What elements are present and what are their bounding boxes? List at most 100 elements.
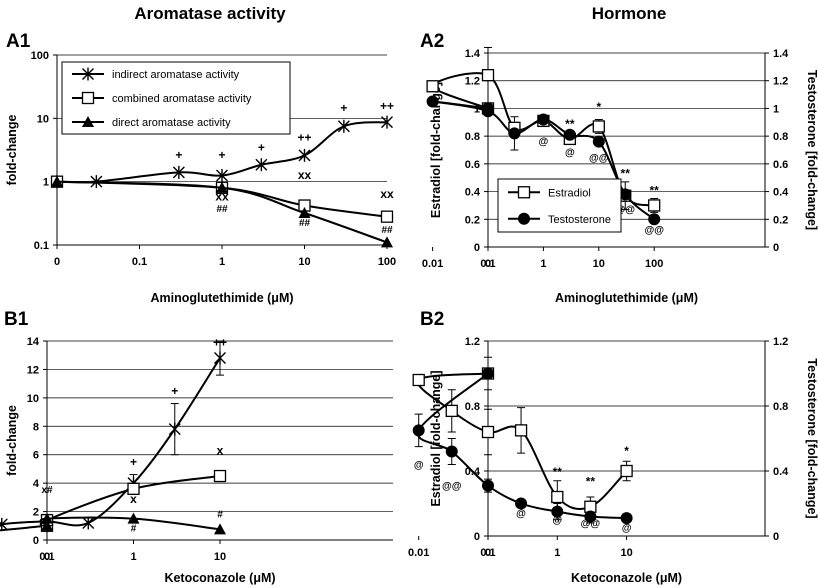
y-tick-label-right: 0.8 <box>773 131 788 143</box>
y-tick-label: 1.4 <box>465 48 481 60</box>
y-tick-label: 2 <box>33 507 39 519</box>
x-tick-label: 0 <box>485 258 491 270</box>
data-point-filled-circle <box>619 188 632 201</box>
legend-label: indirect aromatase activity <box>112 69 240 81</box>
significance-mark: + <box>175 148 182 162</box>
series-line-filled-circle <box>416 372 627 520</box>
x-tick-label: 10 <box>298 256 310 268</box>
y-tick-label-right: 0 <box>773 242 779 254</box>
x-axis-label: Aminoglutethimide (μM) <box>150 291 293 305</box>
data-point-star <box>381 115 393 129</box>
series-line-star <box>56 121 388 184</box>
legend-marker-filled-triangle <box>82 116 94 127</box>
y-axis-label: Estradiol [fold-change] <box>429 370 443 506</box>
x-tick-label: 1 <box>130 551 136 563</box>
significance-mark: # <box>217 509 223 520</box>
significance-mark: @@ <box>644 225 664 236</box>
series-line-filled-triangle <box>39 516 221 531</box>
data-point-open-square <box>412 373 425 387</box>
y-tick-label: 100 <box>31 50 49 62</box>
x-tick-label: 0.1 <box>480 547 495 559</box>
y-tick-label: 0.2 <box>465 214 480 226</box>
data-point-star <box>337 119 350 133</box>
y-tick-label-right: 1.4 <box>773 48 789 60</box>
y-tick-label: 12 <box>27 364 39 376</box>
y-tick-label-right: 0.6 <box>773 159 788 171</box>
data-point-filled-circle <box>592 135 605 148</box>
x-axis-label: Ketoconazole (μM) <box>571 571 682 585</box>
significance-mark: ** <box>621 167 631 181</box>
data-point-open-square <box>380 210 394 223</box>
y-tick-label: 1.2 <box>465 76 480 88</box>
x-tick-label: 0.01 <box>422 258 443 270</box>
data-point-filled-triangle <box>381 236 393 248</box>
y-tick-label-right: 0.4 <box>773 466 789 478</box>
series-line-filled-triangle <box>56 180 388 244</box>
data-point-open-square <box>620 464 633 478</box>
data-point-star <box>0 517 8 531</box>
legend-label: Estradiol <box>548 187 591 199</box>
data-point-star <box>214 351 226 365</box>
y-tick-label-right: 1.2 <box>773 336 788 348</box>
panel-label: B2 <box>420 309 444 330</box>
panel-label: B1 <box>4 309 29 330</box>
x-tick-label: 0.1 <box>480 258 495 270</box>
data-point-filled-triangle <box>41 519 53 531</box>
data-point-filled-circle <box>426 95 439 108</box>
significance-mark: x <box>130 492 137 506</box>
y-tick-label: 0.8 <box>465 401 480 413</box>
data-point-open-square <box>481 69 495 82</box>
data-point-open-square <box>648 199 661 212</box>
y-tick-label: 0 <box>474 531 480 543</box>
x-tick-label: 100 <box>645 258 663 270</box>
y-tick-label: 0.1 <box>34 240 49 252</box>
significance-mark: x# <box>41 485 53 496</box>
legend-label: combined aromatase activity <box>112 93 252 105</box>
legend-label: Testosterone <box>548 214 611 226</box>
data-point-filled-triangle <box>214 523 226 535</box>
data-point-filled-triangle <box>298 207 311 219</box>
significance-mark: @@ <box>615 204 635 215</box>
y-tick-label-right: 1.2 <box>773 76 788 88</box>
data-point-open-square <box>481 425 495 439</box>
y-tick-label: 4 <box>33 478 40 490</box>
legend-marker-open-square <box>81 91 95 105</box>
panel-label: A1 <box>6 31 31 52</box>
y-axis-label: Estradiol [fold-change] <box>429 82 443 218</box>
significance-mark: ** <box>565 117 575 131</box>
y-tick-label-right: 0.4 <box>773 187 789 199</box>
x-tick-label: 100 <box>378 256 396 268</box>
significance-mark: # <box>131 523 137 534</box>
significance-mark: xx <box>215 190 229 204</box>
data-point-filled-circle <box>551 505 564 518</box>
x-tick-label: 0.1 <box>132 256 147 268</box>
significance-mark: ++ <box>213 336 227 350</box>
data-point-filled-circle <box>648 213 661 226</box>
y-axis-label-right: Testosterone [fold-change] <box>805 70 818 230</box>
data-point-filled-circle <box>563 128 576 141</box>
significance-mark: ** <box>650 183 660 197</box>
x-tick-label: 0.01 <box>408 547 429 559</box>
significance-mark: xx <box>380 187 394 201</box>
significance-mark: + <box>258 140 265 154</box>
significance-mark: @ <box>414 460 424 471</box>
x-tick-label: 10 <box>620 547 632 559</box>
y-axis-label: fold-change <box>5 405 19 476</box>
legend-marker-open-square <box>517 186 531 199</box>
x-tick-label: 0 <box>54 256 60 268</box>
y-tick-label-right: 0.2 <box>773 214 788 226</box>
y-axis-label: fold-change <box>5 115 19 186</box>
significance-mark: @ <box>565 148 575 159</box>
significance-mark: + <box>130 455 137 469</box>
y-tick-label: 0 <box>33 535 39 547</box>
significance-mark: @ <box>622 523 632 534</box>
x-tick-label: 1 <box>554 547 560 559</box>
data-point-filled-circle <box>445 445 458 458</box>
data-point-star <box>216 169 228 183</box>
significance-mark: @@ <box>442 481 462 492</box>
data-point-star <box>172 165 185 179</box>
significance-mark: xx <box>298 168 312 182</box>
y-tick-label: 1 <box>43 177 49 189</box>
significance-mark: ++ <box>297 131 311 145</box>
